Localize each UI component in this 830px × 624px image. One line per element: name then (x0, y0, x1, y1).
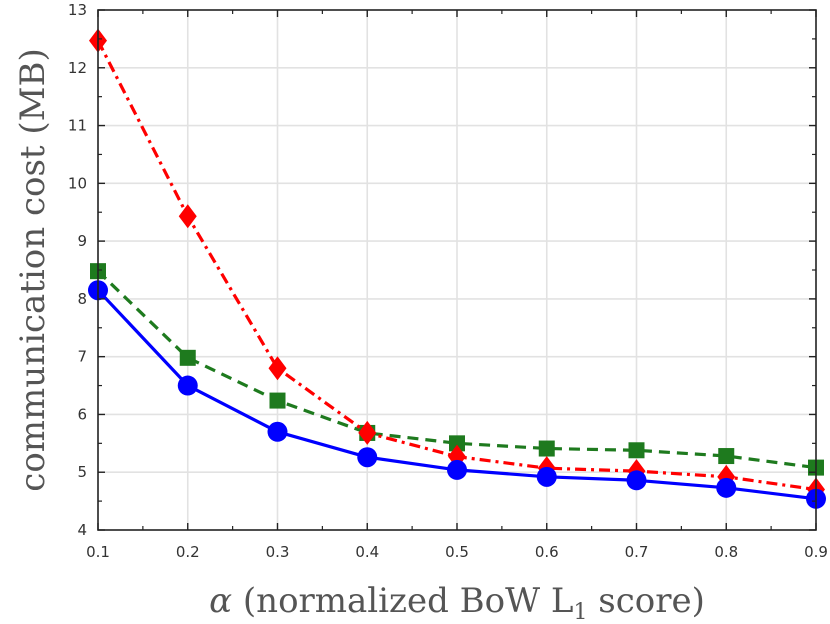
data-point-circle (447, 459, 467, 480)
x-tick-label: 0.1 (86, 543, 110, 561)
x-tick-label: 0.6 (535, 543, 559, 561)
y-tick-label: 5 (77, 463, 87, 481)
series-line-green-square-dashed (96, 270, 817, 470)
x-axis-title: α (normalized BoW L1 score) (209, 581, 705, 624)
data-point-circle (716, 477, 737, 498)
data-point-diamond (268, 356, 287, 381)
y-tick-label: 6 (77, 405, 87, 423)
data-point-square (269, 392, 286, 409)
data-point-square (538, 440, 555, 457)
x-tick-label: 0.8 (714, 543, 738, 561)
tick-labels: 0.1 0.2 0.3 0.4 0.5 0.6 0.7 0.8 0.9 4 5 6 7 8 9 10 11 12 1… (68, 1, 828, 561)
y-tick-label: 12 (68, 59, 87, 77)
data-point-diamond (178, 204, 197, 229)
data-point-diamond (358, 420, 377, 445)
x-tick-label: 0.4 (355, 543, 379, 561)
x-axis-title-suffix: score) (587, 581, 704, 621)
y-tick-label: 7 (77, 348, 87, 366)
data-point-circle (267, 421, 288, 442)
data-point-square (628, 442, 645, 459)
data-point-circle (626, 470, 647, 491)
y-tick-label: 11 (68, 117, 87, 135)
y-tick-label: 13 (68, 1, 87, 19)
series-blue-circle-solid (88, 280, 826, 509)
axis-ticks (97, 9, 817, 531)
x-tick-label: 0.7 (625, 543, 649, 561)
data-point-circle (177, 375, 198, 396)
x-axis-title-main: (normalized BoW L (232, 581, 573, 621)
data-point-circle (357, 447, 378, 468)
y-tick-label: 10 (68, 174, 87, 192)
x-axis-title-subscript: 1 (573, 600, 587, 624)
data-point-square (179, 349, 196, 366)
y-tick-label: 8 (77, 290, 87, 308)
y-axis-title: communication cost (MB) (13, 48, 53, 491)
x-tick-label: 0.9 (804, 543, 828, 561)
y-tick-label: 4 (77, 521, 87, 539)
x-tick-label: 0.2 (176, 543, 200, 561)
x-axis-title-alpha: α (209, 581, 232, 621)
x-tick-label: 0.3 (266, 543, 290, 561)
data-point-square (718, 448, 735, 465)
grid (98, 10, 816, 530)
x-tick-label: 0.5 (445, 543, 469, 561)
y-tick-label: 9 (77, 232, 87, 250)
data-point-square (449, 435, 465, 452)
data-point-circle (536, 466, 557, 487)
